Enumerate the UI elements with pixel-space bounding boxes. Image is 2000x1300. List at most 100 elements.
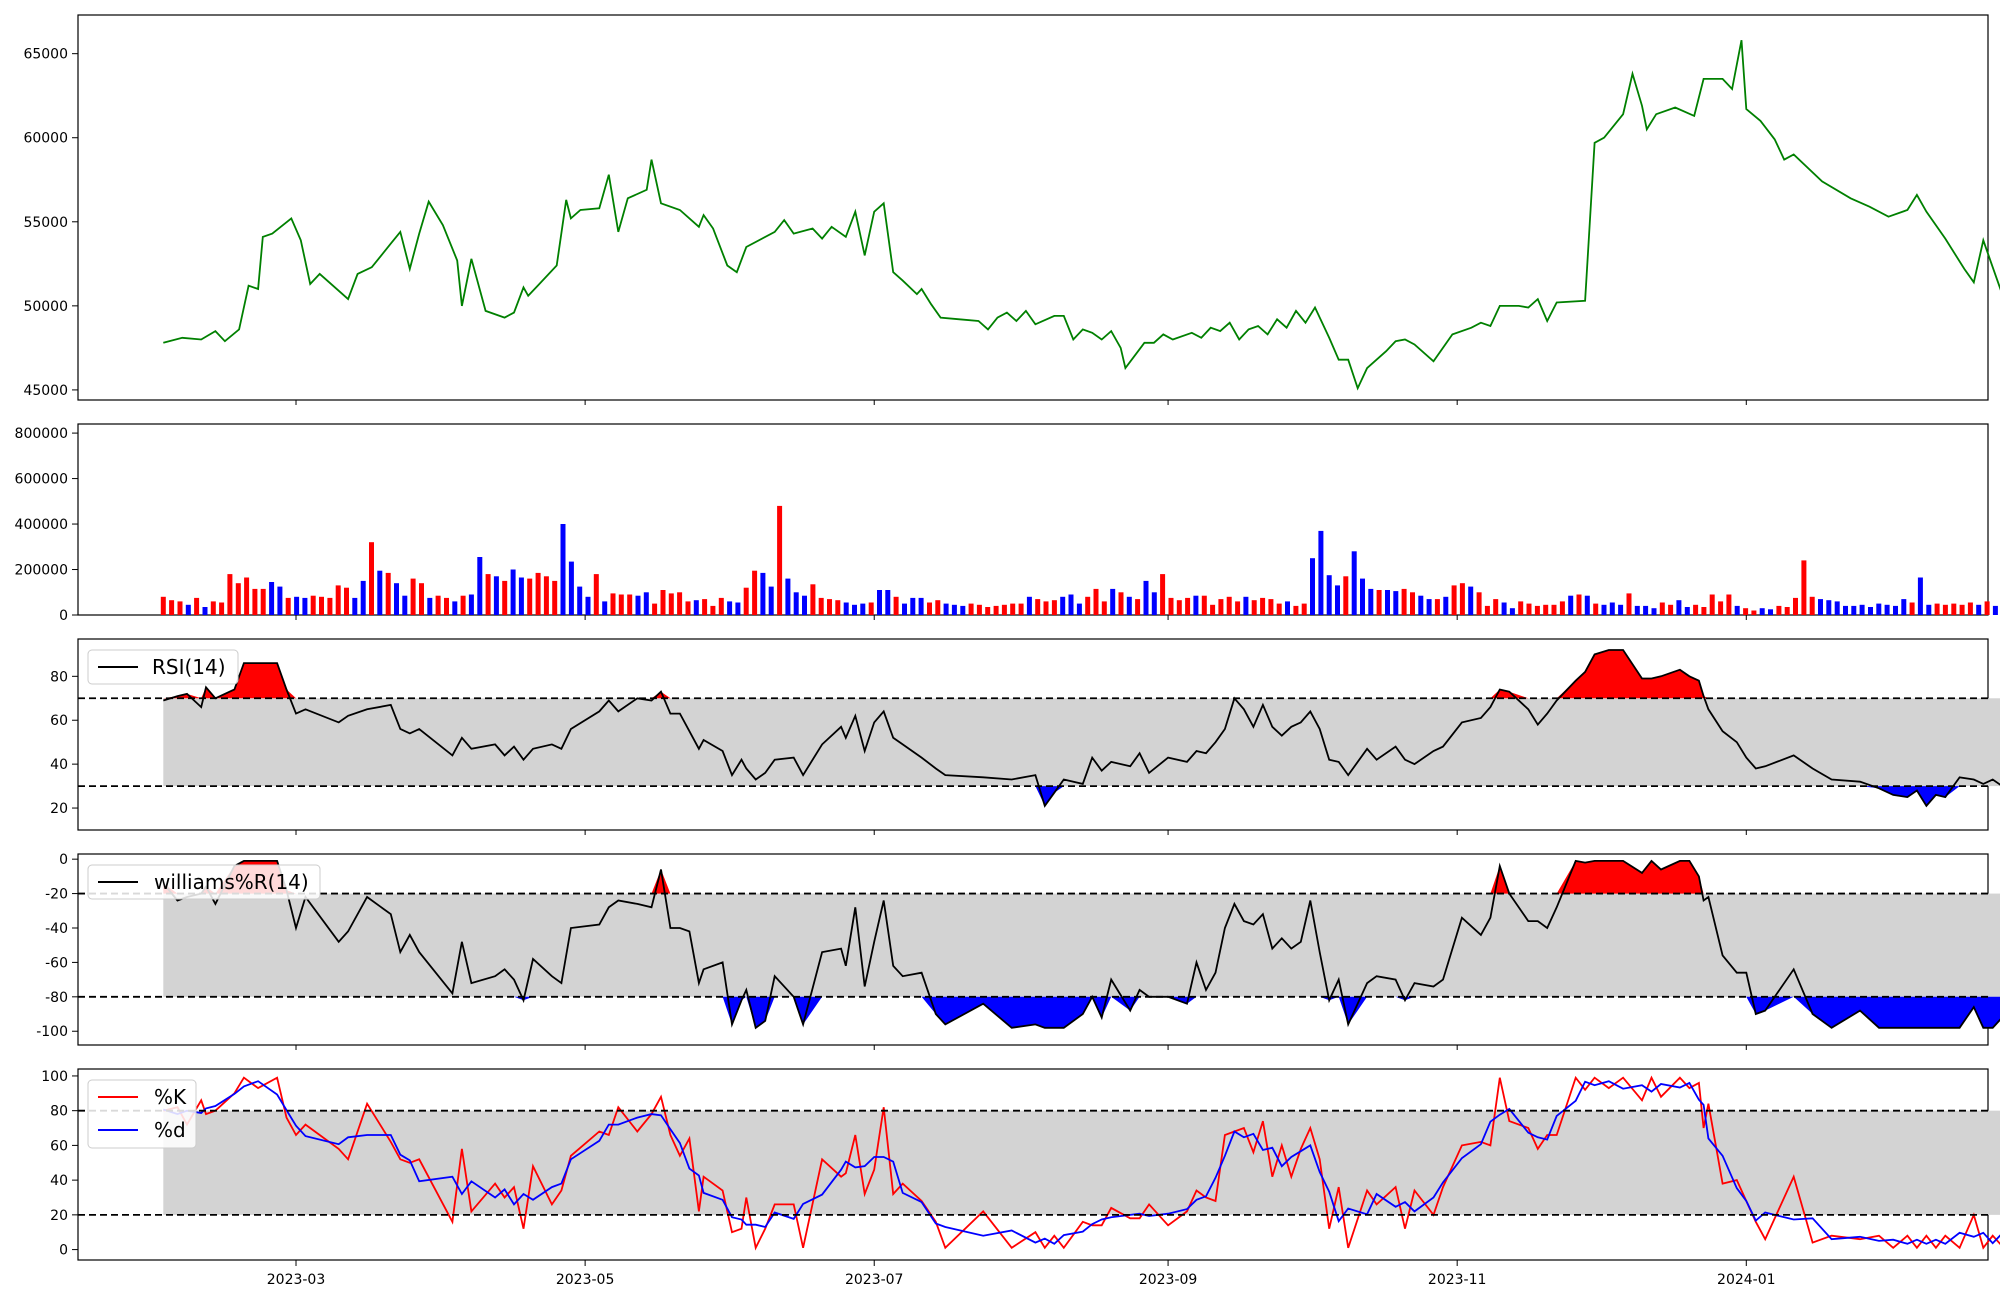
volume-bar: [477, 557, 483, 615]
volume-bar: [1967, 602, 1973, 615]
volume-bar: [468, 594, 474, 615]
volume-bar: [1293, 605, 1299, 615]
volume-bar: [568, 561, 574, 615]
williams-legend-label: williams%R(14): [154, 870, 309, 894]
volume-y-tick-label: 800000: [15, 426, 68, 442]
volume-bar: [910, 597, 916, 615]
volume-bar: [577, 586, 583, 615]
volume-bar: [1393, 591, 1399, 615]
volume-bar: [1343, 576, 1349, 615]
volume-bar: [202, 607, 208, 615]
volume-bar: [710, 605, 716, 615]
volume-bar: [1984, 601, 1990, 615]
volume-bar: [885, 590, 891, 615]
volume-bar: [1143, 580, 1149, 615]
volume-bar: [444, 597, 449, 615]
volume-y-axis: 0 200000 400000 600000 800000: [15, 426, 78, 624]
volume-bar: [1218, 599, 1224, 615]
stochastic-y-tick-label: 40: [50, 1173, 68, 1189]
volume-bar: [169, 600, 175, 615]
volume-bar: [1709, 594, 1715, 615]
volume-bar: [1618, 604, 1624, 615]
volume-bar: [485, 574, 491, 615]
volume-bar: [1976, 604, 1982, 615]
volume-bar: [1476, 592, 1482, 615]
volume-bar: [1010, 603, 1016, 615]
volume-bars: [160, 505, 1998, 615]
williams-neutral-band: [163, 893, 2000, 997]
volume-bar: [860, 603, 866, 615]
volume-bar: [1951, 603, 1957, 615]
volume-bar: [802, 595, 807, 615]
volume-bar: [1859, 604, 1865, 615]
volume-bar: [1368, 588, 1374, 615]
volume-bar: [752, 570, 758, 615]
volume-bar: [252, 588, 258, 615]
volume-bar: [743, 587, 749, 615]
stochastic-y-tick-label: 80: [50, 1104, 68, 1120]
volume-bar: [419, 583, 424, 615]
volume-bar: [1226, 596, 1232, 615]
volume-bar: [1917, 577, 1923, 615]
williams-extreme-fills: [163, 860, 2000, 1028]
stochastic-legend-d-label: %d: [154, 1118, 186, 1142]
price-y-tick-label: 45000: [23, 383, 68, 399]
volume-bar: [1826, 600, 1832, 615]
williams-legend-box: [87, 864, 321, 900]
volume-bar: [1326, 575, 1332, 615]
volume-bar: [1459, 583, 1465, 615]
volume-bar: [1959, 604, 1965, 615]
volume-bar: [985, 607, 991, 615]
volume-bar: [1551, 604, 1557, 615]
volume-bar: [552, 580, 558, 615]
volume-bar: [1559, 601, 1565, 615]
volume-bar: [1243, 596, 1249, 615]
williams-y-tick-label: -100: [36, 1024, 68, 1040]
volume-bar: [627, 594, 633, 615]
volume-bar: [319, 596, 324, 615]
rsi-y-tick-label: 40: [50, 757, 68, 773]
stochastic-legend-k-label: %K: [154, 1085, 187, 1109]
williams-y-tick-label: 0: [59, 852, 68, 868]
volume-bar: [1385, 590, 1390, 615]
volume-bar: [1901, 599, 1907, 615]
volume-bar: [1776, 605, 1782, 615]
rsi-legend: RSI(14): [87, 649, 239, 685]
rsi-y-tick-label: 60: [50, 713, 68, 729]
volume-bar: [1318, 530, 1324, 615]
volume-bar: [452, 601, 458, 615]
volume-bar: [652, 603, 658, 615]
volume-bar: [377, 570, 383, 615]
volume-bar: [510, 569, 516, 615]
volume-bar: [244, 577, 250, 615]
volume-bar: [1509, 608, 1515, 615]
volume-bar: [768, 586, 774, 615]
volume-bar: [835, 600, 841, 615]
volume-bar: [727, 601, 733, 615]
volume-bar: [1668, 604, 1674, 615]
volume-bar: [760, 572, 766, 615]
volume-bar: [1135, 599, 1141, 615]
volume-bar: [435, 595, 441, 615]
volume-bar: [1335, 585, 1340, 615]
stochastic-panel: 0 20 40 60 80 100 %K %d: [41, 1068, 2000, 1261]
volume-bar: [1609, 602, 1615, 615]
rsi-y-axis: 20 40 60 80: [50, 669, 78, 817]
volume-bar: [527, 578, 533, 615]
x-tick-label: 2024-01: [1717, 1272, 1776, 1288]
price-panel: 45000 50000 55000 60000 65000: [23, 14, 2000, 401]
volume-bar: [1534, 605, 1540, 615]
volume-bar: [1643, 605, 1649, 615]
volume-bar: [976, 604, 982, 615]
volume-bar: [810, 584, 816, 615]
williams-series-line: [162, 859, 2000, 1030]
volume-bar: [277, 586, 283, 615]
volume-bar: [852, 604, 857, 615]
volume-bar: [777, 505, 783, 615]
volume-bar: [344, 587, 349, 615]
volume-bar: [1301, 603, 1307, 615]
volume-bar: [702, 599, 708, 615]
date-x-axis: 2023-03 2023-05 2023-07 2023-09 2023-11 2024-…: [267, 400, 1776, 1288]
volume-bar: [1001, 604, 1007, 615]
volume-bar: [960, 605, 966, 615]
